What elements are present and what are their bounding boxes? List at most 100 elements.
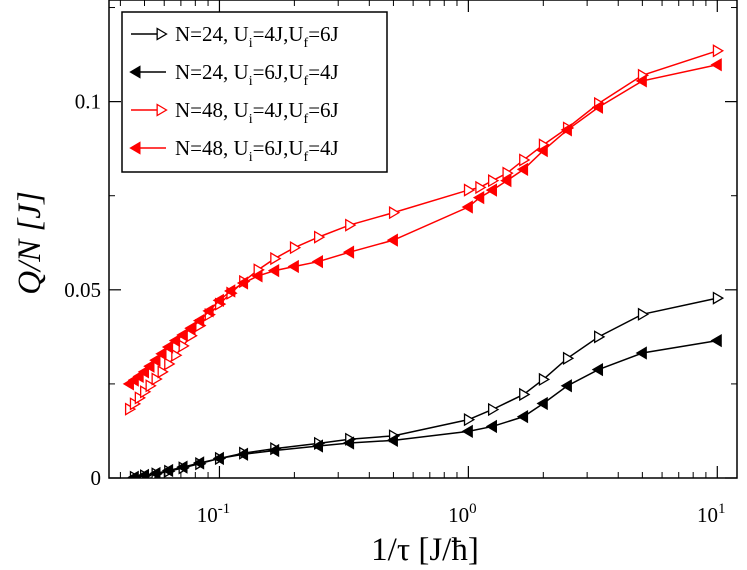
data-point bbox=[168, 333, 181, 348]
data-point bbox=[712, 44, 725, 58]
data-point bbox=[287, 259, 299, 274]
x-axis-label: 1/τ [J/ħ] bbox=[371, 532, 479, 568]
data-point bbox=[500, 174, 512, 188]
data-point bbox=[251, 269, 263, 283]
data-point bbox=[151, 372, 163, 386]
data-point bbox=[164, 357, 176, 371]
data-point bbox=[345, 218, 357, 232]
series-4 bbox=[122, 58, 722, 391]
data-point bbox=[472, 190, 485, 205]
data-point bbox=[463, 183, 476, 197]
data-point bbox=[386, 433, 398, 447]
y-axis-label: Q/N [J] bbox=[12, 191, 48, 295]
data-point bbox=[485, 183, 497, 197]
data-point bbox=[461, 200, 473, 214]
data-point bbox=[157, 365, 169, 379]
data-point bbox=[519, 387, 531, 402]
data-point bbox=[270, 251, 282, 266]
data-point bbox=[487, 402, 500, 417]
data-point bbox=[161, 463, 174, 478]
data-point bbox=[236, 447, 249, 461]
data-point bbox=[311, 254, 324, 269]
legend-label: N=24, Ui=4J,Uf=6J bbox=[175, 22, 339, 51]
data-point bbox=[461, 424, 473, 438]
legend-label: N=48, Ui=6J,Uf=4J bbox=[175, 136, 339, 165]
legend-entry: N=24, Ui=6J,Uf=4J bbox=[129, 60, 339, 89]
data-point bbox=[145, 379, 157, 393]
legend: N=24, Ui=4J,Uf=6J N=24, Ui=6J,Uf=4J N=48, … bbox=[121, 11, 388, 173]
x-tick-label: 101 bbox=[697, 501, 726, 527]
data-point bbox=[289, 241, 302, 255]
series-1 bbox=[129, 291, 725, 478]
data-point bbox=[137, 365, 150, 379]
data-point bbox=[485, 419, 497, 434]
legend-box bbox=[121, 11, 388, 173]
data-point bbox=[149, 353, 161, 367]
data-point bbox=[178, 339, 190, 353]
data-point bbox=[137, 468, 150, 478]
y-tick-label: 0.1 bbox=[75, 90, 101, 114]
data-point bbox=[140, 385, 152, 399]
legend-marker bbox=[129, 65, 141, 79]
data-point bbox=[132, 369, 144, 384]
data-point bbox=[212, 293, 224, 307]
tick-labels: 10-1 100 101 0 0.05 0.1 bbox=[64, 90, 725, 527]
legend-entry: N=24, Ui=4J,Uf=6J bbox=[131, 22, 339, 51]
data-point bbox=[236, 276, 249, 290]
data-point bbox=[637, 307, 650, 321]
legend-marker bbox=[156, 103, 168, 117]
data-point bbox=[161, 340, 174, 354]
data-point bbox=[224, 284, 236, 298]
legend-label: N=24, Ui=6J,Uf=4J bbox=[175, 60, 339, 89]
data-point bbox=[502, 166, 514, 180]
data-point bbox=[560, 379, 572, 393]
data-point bbox=[710, 333, 722, 348]
data-point bbox=[635, 74, 647, 88]
y-tick-label: 0.05 bbox=[64, 278, 101, 302]
data-point bbox=[155, 347, 167, 361]
legend-marker bbox=[129, 141, 141, 155]
data-point bbox=[516, 410, 529, 424]
data-point bbox=[192, 314, 205, 328]
x-tick-label: 100 bbox=[448, 501, 477, 527]
data-point bbox=[516, 162, 529, 177]
x-tick-label: 10-1 bbox=[197, 501, 231, 527]
data-point bbox=[267, 443, 280, 458]
data-point bbox=[712, 291, 725, 305]
data-point bbox=[591, 362, 604, 377]
data-point bbox=[388, 206, 401, 220]
data-point bbox=[519, 153, 531, 167]
data-point bbox=[342, 436, 355, 450]
data-point bbox=[314, 230, 326, 244]
legend-entry: N=48, Ui=6J,Uf=4J bbox=[129, 136, 339, 165]
data-point bbox=[143, 359, 155, 373]
series-2 bbox=[127, 333, 722, 478]
data-point bbox=[386, 233, 398, 247]
data-point bbox=[267, 263, 280, 278]
data-point bbox=[463, 413, 476, 427]
data-point bbox=[538, 372, 551, 387]
legend-entry: N=48, Ui=4J,Uf=6J bbox=[131, 98, 339, 127]
data-point bbox=[594, 330, 606, 344]
data-point bbox=[311, 439, 324, 453]
data-point bbox=[184, 321, 196, 335]
data-point bbox=[536, 143, 548, 158]
y-tick-label: 0 bbox=[91, 466, 102, 490]
data-point bbox=[536, 396, 548, 411]
legend-label: N=48, Ui=4J,Uf=6J bbox=[175, 98, 339, 127]
data-point bbox=[176, 328, 188, 342]
data-point bbox=[176, 460, 188, 474]
data-point bbox=[475, 180, 487, 195]
plot-frame bbox=[108, 0, 738, 479]
data-point bbox=[591, 100, 604, 114]
data-point bbox=[192, 456, 205, 470]
data-point bbox=[127, 470, 139, 478]
data-point bbox=[342, 245, 355, 259]
data-point bbox=[149, 466, 161, 478]
data-point bbox=[212, 451, 224, 466]
data-point bbox=[560, 123, 572, 137]
data-point bbox=[487, 174, 500, 188]
data-point bbox=[635, 346, 647, 360]
series-line bbox=[134, 297, 718, 478]
